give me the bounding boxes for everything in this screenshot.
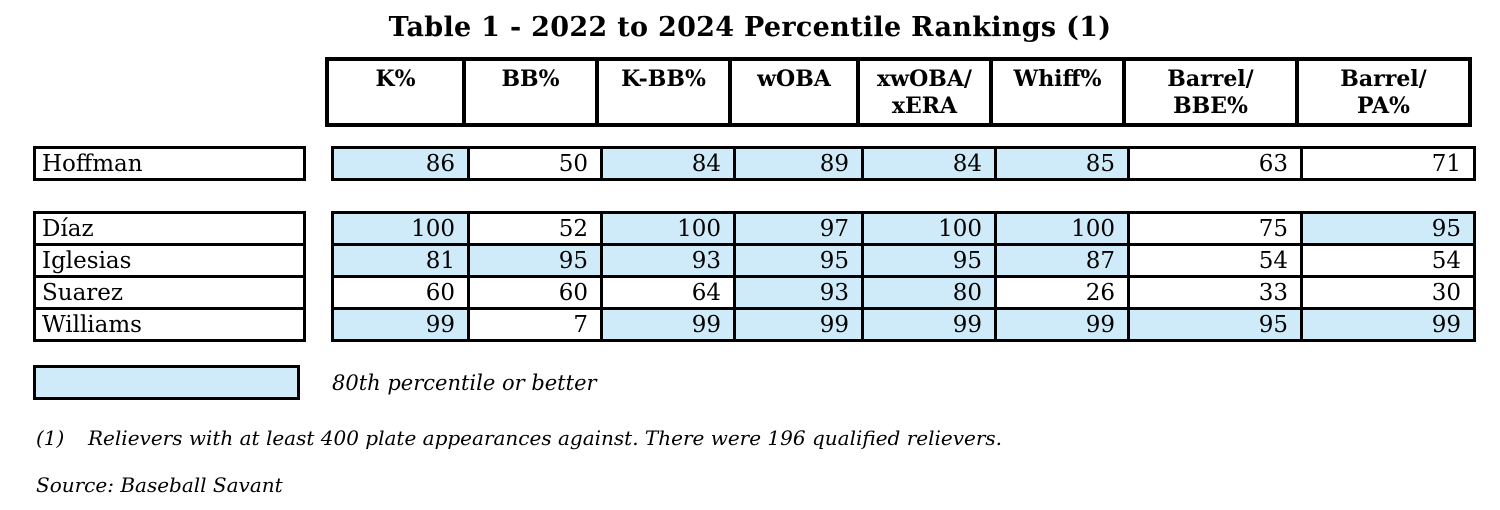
data-cell: 33 [1127, 278, 1300, 307]
data-cell: 86 [334, 149, 467, 178]
player-name: Williams [36, 307, 303, 339]
footnote-text: Relievers with at least 400 plate appear… [88, 426, 1003, 450]
column-header: xwOBA/ xERA [856, 61, 989, 123]
data-cell: 30 [1300, 278, 1473, 307]
data-cell: 93 [733, 278, 861, 307]
column-header: K% [375, 66, 416, 92]
data-cell: 99 [1300, 310, 1473, 339]
data-cell: 54 [1127, 246, 1300, 275]
data-cell: 95 [861, 246, 994, 275]
data-cell: 75 [1127, 214, 1300, 243]
data-cell: 54 [1300, 246, 1473, 275]
column-header: K-BB% [595, 61, 728, 123]
table-row: 100 52 100 97 100 100 75 95 [334, 214, 1473, 243]
data-cell: 50 [467, 149, 600, 178]
data-cell: 87 [994, 246, 1127, 275]
footnote-marker: (1) [36, 426, 65, 450]
player-name: Díaz [42, 215, 94, 242]
data-cell: 63 [1127, 149, 1300, 178]
column-header: BB% [462, 61, 595, 123]
column-header: Whiff% [989, 61, 1122, 123]
header-row: K% BB% K-BB% wOBA xwOBA/ xERA Whiff% Barrel/ B… [33, 57, 1500, 127]
data-cell: 60 [467, 278, 600, 307]
group-player-section: Díaz Iglesias Suarez Williams 100 52 100 97 100… [33, 211, 1500, 342]
data-cell: 81 [334, 246, 467, 275]
column-header: Barrel/ PA% [1295, 61, 1468, 123]
column-headers: K% BB% K-BB% wOBA xwOBA/ xERA Whiff% Barrel/ B… [325, 57, 1472, 127]
data-cell: 95 [733, 246, 861, 275]
data-cell: 85 [994, 149, 1127, 178]
data-cell: 99 [733, 310, 861, 339]
data-cell: 95 [467, 246, 600, 275]
data-cell: 26 [994, 278, 1127, 307]
table-title: Table 1 - 2022 to 2024 Percentile Rankin… [388, 12, 1112, 43]
page: Table 1 - 2022 to 2024 Percentile Rankin… [0, 12, 1500, 510]
legend-label: 80th percentile or better [332, 370, 597, 395]
name-column-spacer [33, 57, 300, 127]
table-row: 86 50 84 89 84 85 63 71 [334, 149, 1473, 178]
data-cell: 97 [733, 214, 861, 243]
table-row: 81 95 93 95 95 87 54 54 [334, 243, 1473, 275]
data-cell: 64 [600, 278, 733, 307]
data-cell: 99 [334, 310, 467, 339]
data-cell: 99 [994, 310, 1127, 339]
column-gap [300, 57, 325, 127]
data-cell: 80 [861, 278, 994, 307]
data-cell: 95 [1300, 214, 1473, 243]
column-gap [306, 146, 331, 181]
data-cell: 84 [600, 149, 733, 178]
data-cell: 100 [334, 214, 467, 243]
player-name: Iglesias [36, 243, 303, 275]
data-cell: 99 [600, 310, 733, 339]
player-name: Suarez [36, 275, 303, 307]
data-cell: 89 [733, 149, 861, 178]
standalone-player-section: Hoffman 86 50 84 89 84 85 63 71 [33, 146, 1500, 181]
player-name: Hoffman [42, 150, 143, 177]
footnote: (1) Relievers with at least 400 plate app… [36, 426, 1500, 450]
data-cell: 100 [994, 214, 1127, 243]
legend-highlight-swatch [33, 365, 300, 400]
data-cell: 99 [861, 310, 994, 339]
data-cell: 100 [861, 214, 994, 243]
data-cell: 60 [425, 279, 455, 306]
data-cell: 100 [600, 214, 733, 243]
data-cell: 52 [467, 214, 600, 243]
column-gap [306, 211, 331, 342]
data-cell: 95 [1127, 310, 1300, 339]
standalone-data-block: 86 50 84 89 84 85 63 71 [331, 146, 1476, 181]
column-header: wOBA [728, 61, 856, 123]
group-data-block: 100 52 100 97 100 100 75 95 81 95 93 95 95 87 54 54 60 60… [331, 211, 1476, 342]
standalone-name-block: Hoffman [33, 146, 306, 181]
group-name-block: Díaz Iglesias Suarez Williams [33, 211, 306, 342]
column-header: Barrel/ BBE% [1122, 61, 1295, 123]
source-line: Source: Baseball Savant [36, 473, 283, 497]
table-row: 99 7 99 99 99 99 95 99 [334, 307, 1473, 339]
data-cell: 7 [467, 310, 600, 339]
data-cell: 93 [600, 246, 733, 275]
data-cell: 71 [1300, 149, 1473, 178]
data-cell: 84 [861, 149, 994, 178]
legend: 80th percentile or better [33, 365, 1500, 400]
table-row: 60 60 64 93 80 26 33 30 [334, 275, 1473, 307]
